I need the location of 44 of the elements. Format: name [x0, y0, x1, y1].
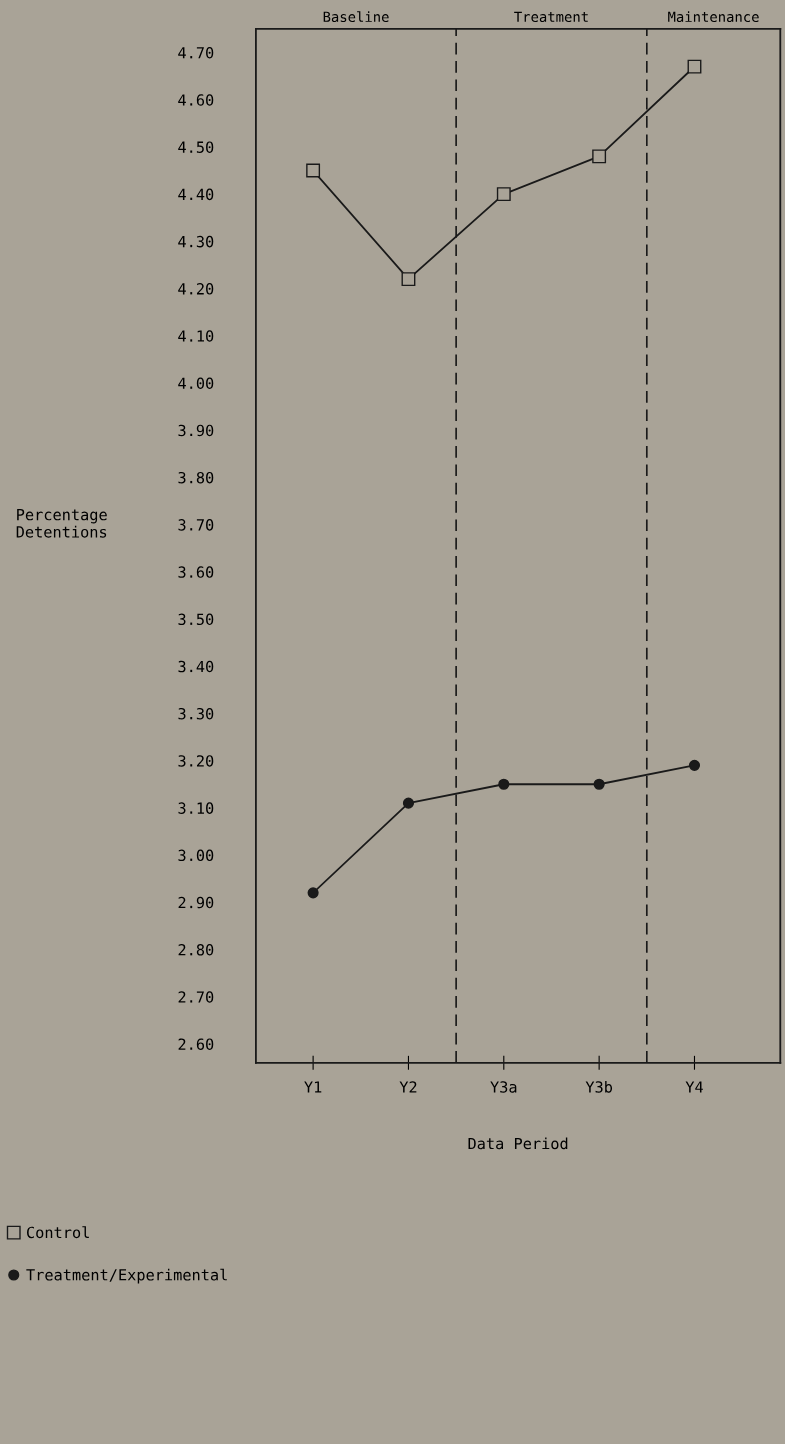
- point: [592, 149, 607, 164]
- point: [307, 887, 319, 899]
- y-tick-label: 4.40: [178, 188, 214, 201]
- x-tick-label: Y2: [399, 1081, 417, 1093]
- y-tick-label: 2.90: [178, 896, 214, 909]
- x-tick-label: Y4: [685, 1081, 703, 1093]
- y-tick-label: 4.70: [178, 46, 214, 59]
- y-tick-label: 3.10: [178, 802, 214, 814]
- point: [496, 187, 511, 202]
- x-tick-label: Y3b: [585, 1080, 613, 1093]
- y-tick-label: 4.20: [178, 283, 214, 295]
- y-tick-label: 2.70: [178, 991, 214, 1003]
- legend-label: Treatment/Experimental: [26, 1268, 227, 1284]
- x-tick-label: Y3a: [490, 1081, 517, 1093]
- y-tick-label: 4.30: [178, 235, 214, 248]
- y-tick-label: 3.50: [178, 613, 214, 626]
- text: Maintenance: [668, 11, 759, 23]
- legend-label: Control: [27, 1226, 89, 1239]
- point: [687, 59, 702, 74]
- y-tick-label: 4.10: [178, 330, 214, 342]
- x-tick-label: Y1: [304, 1081, 322, 1093]
- y-axis-title: Percentage Detentions: [16, 509, 107, 538]
- text: Treatment: [514, 11, 588, 23]
- point: [593, 778, 605, 790]
- x-axis-title: Data Period: [468, 1137, 568, 1150]
- y-tick-label: 2.80: [178, 943, 214, 956]
- y-tick-label: 4.60: [178, 94, 214, 106]
- y-tick-label: 2.60: [178, 1038, 214, 1050]
- y-tick-label: 3.00: [178, 849, 214, 862]
- text: Baseline: [323, 11, 389, 23]
- y-tick-label: 3.40: [178, 660, 214, 673]
- point: [401, 272, 416, 287]
- y-tick-label: 3.90: [178, 424, 214, 437]
- y-tick-label: 4.00: [178, 377, 214, 390]
- point: [306, 163, 321, 178]
- point: [402, 797, 415, 809]
- y-tick-label: 3.70: [178, 519, 214, 531]
- y-tick-label: 3.20: [178, 755, 214, 767]
- y-tick-label: 3.30: [178, 707, 214, 720]
- y-tick-label: 4.50: [178, 141, 214, 153]
- y-tick-label: 3.80: [178, 471, 214, 484]
- point: [688, 759, 701, 771]
- point: [498, 778, 510, 790]
- y-tick-label: 3.60: [178, 566, 214, 578]
